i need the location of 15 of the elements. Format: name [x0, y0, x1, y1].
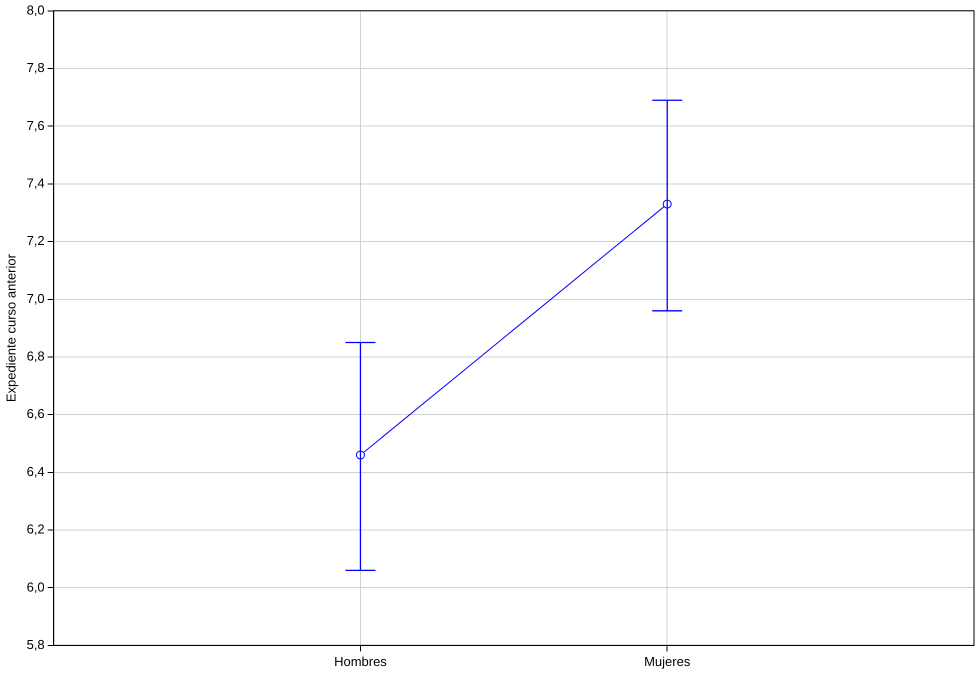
y-tick-label: 6,8: [26, 348, 45, 364]
y-tick-label: 6,4: [26, 464, 45, 479]
y-tick-label: 8,0: [26, 2, 45, 18]
y-tick-label: 7,6: [26, 118, 45, 133]
y-tick-label: 6,0: [26, 579, 45, 594]
y-tick-label: 7,4: [26, 175, 45, 190]
y-axis-title: Expediente curso anterior: [3, 253, 18, 402]
y-tick-label: 7,0: [26, 290, 45, 306]
y-tick-label: 5,8: [26, 636, 45, 652]
x-tick-label: Hombres: [334, 654, 388, 669]
x-tick-label: Mujeres: [644, 654, 691, 669]
y-tick-label: 6,2: [26, 522, 45, 537]
y-tick-label: 7,2: [26, 233, 45, 248]
y-tick-label: 6,6: [26, 406, 45, 422]
y-tick-label: 7,8: [26, 60, 45, 76]
